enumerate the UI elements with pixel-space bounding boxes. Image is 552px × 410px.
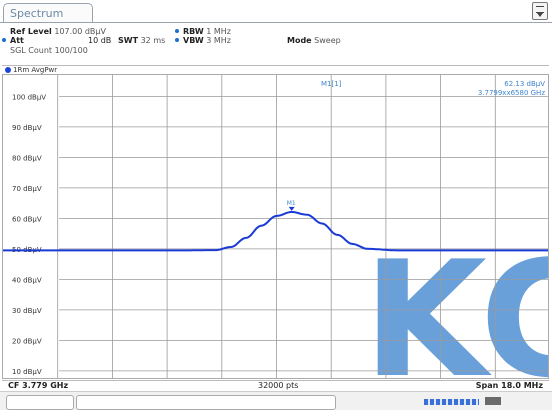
- status-field-1: [6, 395, 74, 410]
- trace-line: [3, 211, 548, 252]
- marker-level: 62.13 dBµV: [504, 80, 545, 88]
- measurement-settings: Ref Level 107.00 dBµV Att 10 dB SWT 32 m…: [0, 23, 552, 63]
- swt-label: SWT: [118, 36, 139, 45]
- tab-bar: Spectrum: [0, 0, 552, 23]
- status-field-2: [76, 395, 336, 410]
- tab-spectrum-label: Spectrum: [10, 7, 64, 20]
- ref-level-label: Ref Level: [10, 27, 52, 36]
- y-tick-label: 10 dBµV: [12, 368, 42, 376]
- y-tick-label: 40 dBµV: [12, 276, 42, 284]
- rbw-label: RBW: [183, 27, 204, 36]
- tab-spectrum[interactable]: Spectrum: [3, 3, 93, 23]
- att-label: Att: [10, 36, 24, 45]
- mode-value: Sweep: [314, 36, 341, 45]
- y-tick-label: 20 dBµV: [12, 337, 42, 345]
- rbw-value: 1 MHz: [206, 27, 231, 36]
- ref-level-value: 107.00 dBµV: [54, 27, 106, 36]
- att-setting[interactable]: Att: [10, 36, 24, 45]
- mode-setting[interactable]: Mode Sweep: [287, 36, 341, 45]
- mode-label: Mode: [287, 36, 312, 45]
- rbw-coupled-icon: [175, 29, 179, 33]
- vbw-setting[interactable]: VBW 3 MHz: [183, 36, 231, 45]
- ref-level-setting[interactable]: Ref Level 107.00 dBµV: [10, 27, 106, 36]
- marker-name: M1[1]: [321, 80, 342, 88]
- y-tick-label: 30 dBµV: [12, 307, 42, 315]
- plot-footer: CF 3.779 GHz 32000 pts Span 18.0 MHz: [2, 380, 549, 391]
- marker-plot-label: M1: [287, 200, 296, 207]
- grid: [57, 75, 548, 378]
- swt-value: 32 ms: [140, 36, 166, 45]
- swt-setting[interactable]: SWT 32 ms: [118, 36, 165, 45]
- sgl-count: SGL Count 100/100: [10, 46, 88, 55]
- center-frequency[interactable]: CF 3.779 GHz: [8, 381, 69, 390]
- trace-label: 1Rm AvgPwr: [13, 66, 58, 74]
- span-setting[interactable]: Span 18.0 MHz: [475, 381, 543, 390]
- sweep-points: 32000 pts: [258, 381, 299, 390]
- display-config-icon[interactable]: [532, 2, 548, 20]
- rbw-setting[interactable]: RBW 1 MHz: [183, 27, 231, 36]
- att-indicator-icon: [2, 38, 6, 42]
- vbw-label: VBW: [183, 36, 204, 45]
- sweep-progress-bar: [424, 399, 479, 405]
- att-value: 10 dB: [88, 36, 112, 45]
- status-bar: [0, 391, 552, 410]
- status-icon: [485, 397, 501, 405]
- y-tick-label: 100 dBµV: [12, 93, 46, 101]
- y-tick-label: 60 dBµV: [12, 215, 42, 223]
- vbw-value: 3 MHz: [206, 36, 231, 45]
- trace-label-bar: 1Rm AvgPwr: [2, 65, 549, 74]
- trace-indicator-icon: [5, 67, 11, 73]
- tab-divider: [0, 22, 552, 23]
- y-tick-label: 70 dBµV: [12, 185, 42, 193]
- y-tick-label: 90 dBµV: [12, 124, 42, 132]
- vbw-coupled-icon: [175, 38, 179, 42]
- marker-triangle-icon[interactable]: [288, 206, 295, 211]
- marker-frequency: 3.7799xx6580 GHz: [478, 89, 546, 97]
- y-tick-label: 80 dBµV: [12, 154, 42, 162]
